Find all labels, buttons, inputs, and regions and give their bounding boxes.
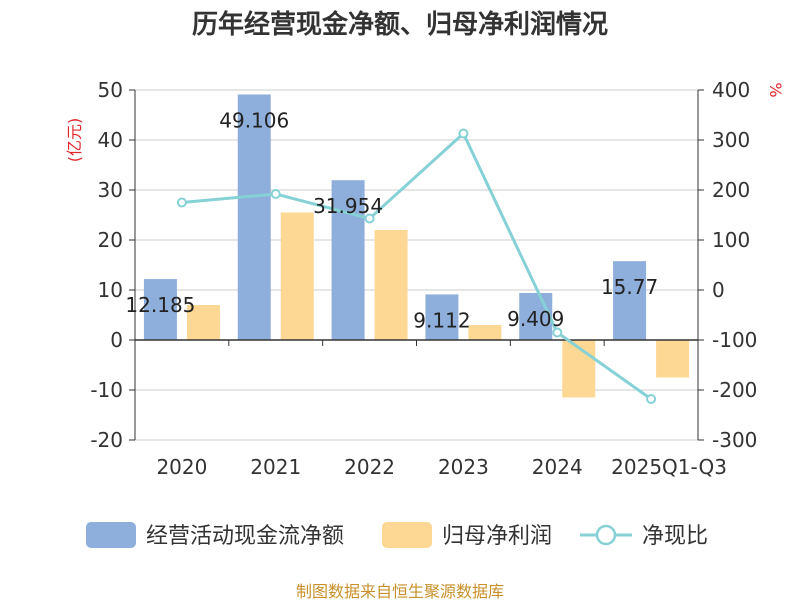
category-label: 2022 <box>344 455 395 479</box>
category-label: 2024 <box>532 455 583 479</box>
bar-net-profit <box>468 325 502 340</box>
legend-swatch <box>86 522 136 548</box>
category-label: 2020 <box>156 455 207 479</box>
left-tick-label: 40 <box>98 128 123 152</box>
legend-swatch <box>382 522 432 548</box>
bar-operating-cashflow <box>237 94 271 340</box>
source-note: 制图数据来自恒生聚源数据库 <box>295 582 504 601</box>
bar-operating-cashflow <box>331 180 365 340</box>
data-label: 15.77 <box>601 275 658 299</box>
bar-operating-cashflow <box>613 261 647 340</box>
ratio-point <box>270 189 281 199</box>
bar-net-profit <box>280 212 314 340</box>
ratio-point <box>176 197 187 208</box>
bar-operating-cashflow <box>143 279 177 340</box>
legend: 经营活动现金流净额 归母净利润 净现比 <box>86 522 708 549</box>
right-tick-label: 0 <box>712 278 725 302</box>
category-label: 2025Q1-Q3 <box>611 455 727 479</box>
right-tick-label: 300 <box>712 128 750 152</box>
axes: -20-1001020304050-300-200-10001002003004… <box>65 78 785 479</box>
right-tick-label: 100 <box>712 228 750 252</box>
ratio-point <box>552 327 563 338</box>
left-axis-unit: (亿元) <box>65 118 84 163</box>
ratio-point <box>458 128 469 139</box>
right-axis-unit: % <box>766 82 785 97</box>
right-tick-label: 200 <box>712 178 750 202</box>
bar-net-profit <box>656 340 690 378</box>
data-label: 9.409 <box>507 307 564 331</box>
data-labels: 12.185 49.106 31.954 9.112 9.409 15.77 <box>125 108 658 332</box>
right-tick-label: 400 <box>712 78 750 102</box>
ratio-line-path <box>181 131 652 401</box>
left-tick-label: 50 <box>98 78 123 102</box>
category-label: 2023 <box>438 455 489 479</box>
right-tick-label: -100 <box>712 328 757 352</box>
bars <box>143 94 690 398</box>
bar-operating-cashflow <box>519 292 553 340</box>
data-label: 49.106 <box>219 108 289 132</box>
left-tick-label: 30 <box>98 178 123 202</box>
left-tick-label: -10 <box>90 378 123 402</box>
left-tick-label: 0 <box>110 328 123 352</box>
ratio-point <box>364 213 375 224</box>
legend-marker <box>595 524 617 546</box>
ratio-point <box>646 394 657 404</box>
left-tick-label: 10 <box>98 278 123 302</box>
left-tick-label: -20 <box>90 428 123 452</box>
data-label: 12.185 <box>125 293 195 317</box>
legend-label: 归母净利润 <box>442 524 552 549</box>
bar-net-profit <box>186 305 220 340</box>
bar-net-profit <box>374 230 408 340</box>
right-tick-label: -300 <box>712 428 757 452</box>
bar-operating-cashflow <box>425 294 459 340</box>
ratio-line <box>176 128 657 404</box>
category-label: 2021 <box>250 455 301 479</box>
grid-lines <box>135 89 698 441</box>
legend-label: 净现比 <box>642 524 708 549</box>
bar-net-profit <box>562 340 596 398</box>
legend-label: 经营活动现金流净额 <box>146 524 344 549</box>
data-label: 9.112 <box>413 308 470 332</box>
data-label: 31.954 <box>313 194 383 218</box>
right-tick-label: -200 <box>712 378 757 402</box>
left-tick-label: 20 <box>98 228 123 252</box>
chart-title: 历年经营现金净额、归母净利润情况 <box>191 10 608 40</box>
